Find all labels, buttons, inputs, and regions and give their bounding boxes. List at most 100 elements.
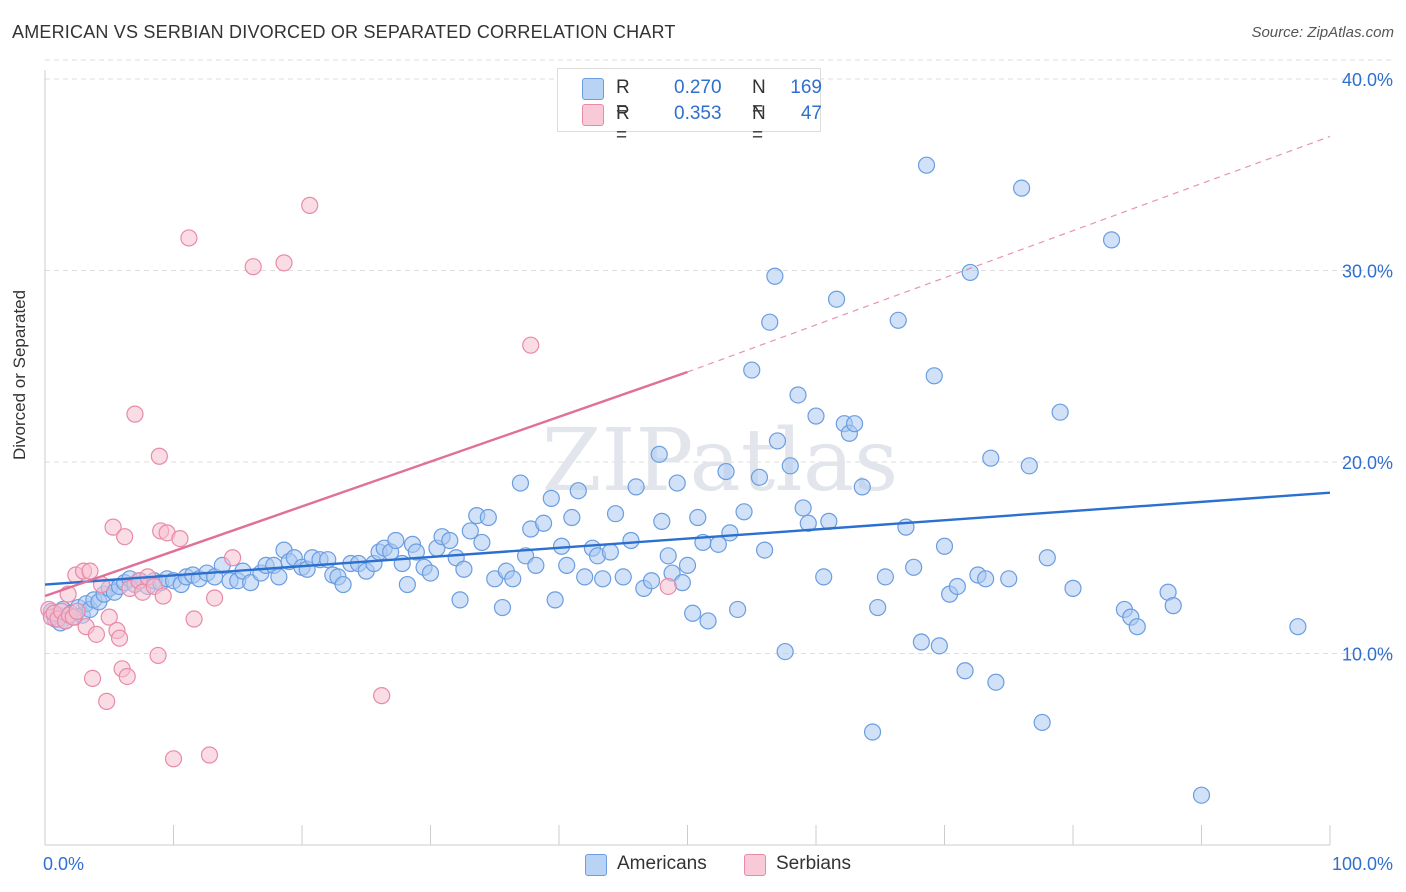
point-americans (735, 503, 753, 521)
point-americans (421, 564, 440, 582)
point-americans (684, 604, 702, 622)
point-americans (407, 543, 425, 561)
point-serbians (116, 528, 134, 546)
point-americans (606, 505, 625, 523)
point-americans (925, 367, 943, 385)
point-americans (961, 263, 979, 282)
point-americans (717, 462, 735, 481)
point-americans (650, 445, 668, 463)
point-serbians (224, 549, 242, 567)
point-americans (673, 574, 691, 592)
point-americans (743, 361, 761, 379)
point-americans (473, 533, 491, 552)
point-serbians (171, 529, 189, 548)
point-americans (853, 478, 871, 496)
point-americans (948, 577, 966, 596)
point-americans (627, 478, 645, 496)
point-americans (479, 508, 497, 527)
point-americans (594, 570, 612, 588)
point-americans (569, 482, 587, 500)
legend-swatch-serbians (744, 854, 766, 876)
point-americans (761, 313, 779, 331)
point-americans (678, 556, 697, 575)
point-americans (876, 568, 894, 586)
point-americans (642, 572, 661, 590)
trend-line-serbians (44, 370, 688, 598)
point-americans (441, 531, 459, 550)
legend-swatch-serbians (582, 104, 604, 126)
point-americans (912, 633, 930, 651)
point-americans (668, 474, 686, 492)
x-tick-label: 0.0% (43, 854, 84, 874)
point-americans (387, 531, 405, 550)
point-americans (398, 575, 416, 594)
legend-r-value: 0.353 (674, 103, 722, 124)
point-americans (334, 575, 352, 594)
point-serbians (206, 589, 224, 607)
trend-extension-serbians (687, 135, 1331, 373)
point-americans (1051, 403, 1069, 421)
series-serbians (40, 196, 677, 768)
y-tick-label: 30.0% (1342, 262, 1393, 282)
point-americans (863, 723, 882, 741)
point-serbians (185, 610, 203, 628)
point-americans (845, 415, 864, 433)
point-serbians (81, 562, 99, 580)
point-americans (905, 558, 923, 576)
legend-label-americans: Americans (617, 853, 707, 874)
point-americans (270, 568, 288, 586)
point-americans (768, 432, 787, 450)
point-americans (982, 449, 1000, 467)
point-americans (511, 474, 530, 492)
point-serbians (83, 669, 102, 687)
legend-n-value: 47 (800, 103, 822, 124)
point-americans (1192, 786, 1211, 804)
legend-n-label: N = (752, 77, 766, 120)
source-label: Source: ZipAtlas.com (1251, 24, 1394, 41)
legend-r-value: 0.270 (674, 77, 722, 98)
point-americans (889, 311, 907, 329)
trend-line-americans (44, 491, 1331, 586)
point-americans (935, 537, 954, 555)
point-serbians (275, 254, 293, 272)
point-americans (699, 612, 717, 630)
legend-swatch-americans (585, 854, 607, 876)
point-americans (1102, 231, 1121, 249)
point-americans (781, 457, 799, 475)
point-americans (1164, 597, 1182, 615)
x-tick-label: 100.0% (1332, 854, 1393, 874)
point-americans (461, 522, 479, 540)
point-americans (504, 570, 522, 588)
point-americans (563, 508, 581, 527)
y-tick-label: 20.0% (1342, 453, 1393, 473)
point-americans (1000, 570, 1018, 588)
point-americans (546, 591, 564, 609)
point-serbians (180, 229, 198, 247)
y-tick-label: 10.0% (1342, 645, 1393, 665)
point-americans (827, 290, 846, 308)
point-americans (542, 489, 560, 507)
point-americans (977, 570, 995, 588)
point-americans (766, 267, 784, 285)
point-serbians (100, 608, 118, 626)
trend-lines (44, 135, 1331, 598)
point-americans (930, 637, 948, 655)
point-americans (794, 499, 812, 517)
point-americans (558, 556, 576, 575)
point-serbians (522, 336, 540, 354)
point-americans (1038, 549, 1056, 567)
point-americans (1020, 457, 1038, 475)
point-serbians (164, 750, 183, 768)
point-serbians (659, 577, 677, 596)
point-americans (776, 642, 794, 661)
point-serbians (68, 602, 86, 620)
point-americans (601, 543, 620, 561)
point-americans (799, 514, 817, 532)
point-americans (527, 556, 545, 575)
point-americans (1012, 179, 1031, 197)
point-americans (1128, 618, 1146, 636)
point-serbians (149, 646, 167, 665)
point-serbians (104, 518, 122, 536)
point-americans (689, 508, 707, 527)
